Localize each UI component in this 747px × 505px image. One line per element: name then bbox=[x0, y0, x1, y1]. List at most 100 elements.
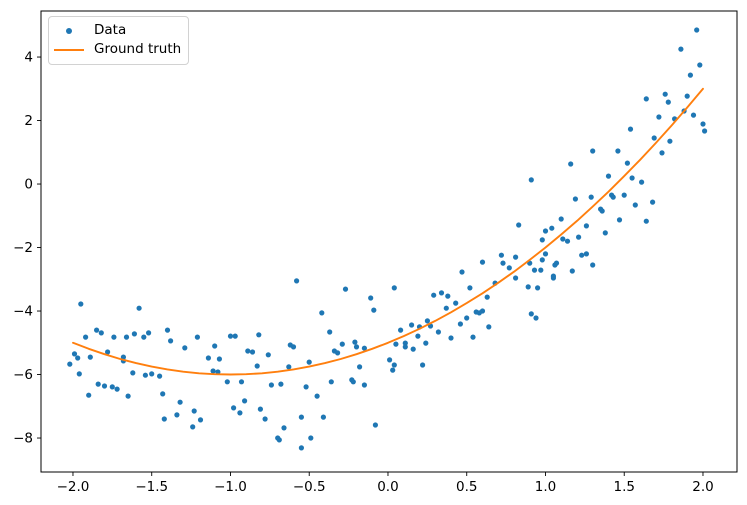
data-point bbox=[190, 424, 196, 430]
data-point bbox=[212, 343, 218, 349]
data-point bbox=[424, 318, 430, 324]
data-point bbox=[500, 260, 506, 266]
y-tick-label: −2 bbox=[13, 240, 33, 256]
x-tick-label: −2.0 bbox=[57, 479, 90, 495]
data-point bbox=[542, 251, 549, 257]
data-point bbox=[615, 148, 621, 154]
data-point bbox=[402, 340, 408, 346]
data-point bbox=[314, 393, 320, 399]
data-point bbox=[262, 416, 268, 422]
data-point bbox=[457, 321, 463, 327]
data-point bbox=[303, 384, 309, 390]
data-point bbox=[533, 315, 539, 321]
data-point bbox=[276, 437, 282, 443]
data-point bbox=[549, 225, 555, 231]
data-point bbox=[361, 345, 367, 351]
data-point bbox=[605, 173, 612, 179]
data-point bbox=[327, 329, 333, 335]
data-point bbox=[161, 416, 167, 422]
data-point bbox=[393, 341, 399, 347]
data-point bbox=[410, 346, 416, 352]
data-point bbox=[650, 199, 656, 205]
data-point bbox=[87, 354, 93, 360]
data-point bbox=[290, 344, 297, 350]
data-point bbox=[94, 327, 100, 333]
data-point bbox=[71, 351, 78, 357]
data-point bbox=[590, 262, 596, 268]
x-tick-label: 0.0 bbox=[377, 479, 398, 495]
data-point bbox=[590, 148, 596, 154]
data-point bbox=[257, 406, 263, 412]
data-point bbox=[227, 333, 234, 339]
data-point bbox=[420, 362, 426, 368]
legend-item-ground-truth: Ground truth bbox=[49, 40, 188, 59]
data-point bbox=[453, 300, 459, 306]
data-point bbox=[616, 217, 623, 223]
data-point bbox=[535, 285, 541, 291]
data-point bbox=[78, 301, 84, 307]
data-point bbox=[443, 305, 449, 311]
data-point bbox=[448, 335, 454, 341]
data-point bbox=[131, 331, 137, 337]
data-point bbox=[286, 364, 292, 370]
data-point bbox=[624, 160, 631, 166]
data-point bbox=[687, 72, 694, 78]
data-point bbox=[542, 228, 549, 234]
data-point bbox=[174, 412, 180, 418]
data-point bbox=[629, 175, 635, 181]
y-tick-label: −4 bbox=[13, 304, 33, 320]
data-point bbox=[278, 381, 284, 387]
data-point bbox=[391, 285, 397, 291]
data-point bbox=[242, 398, 248, 404]
data-point bbox=[86, 392, 92, 398]
data-point bbox=[191, 408, 197, 414]
data-point bbox=[599, 208, 605, 214]
data-point bbox=[643, 218, 649, 224]
data-point bbox=[513, 275, 519, 281]
data-point bbox=[387, 357, 393, 363]
x-tick-label: −1.5 bbox=[135, 479, 168, 495]
data-point-icon bbox=[66, 27, 72, 34]
data-point bbox=[105, 349, 111, 355]
data-point bbox=[398, 327, 404, 333]
data-point bbox=[583, 223, 590, 229]
legend-label-ground-truth: Ground truth bbox=[94, 41, 182, 57]
data-point bbox=[583, 251, 590, 257]
data-point bbox=[120, 354, 126, 360]
data-point bbox=[294, 278, 300, 284]
data-point bbox=[95, 381, 101, 387]
data-point bbox=[328, 379, 334, 385]
data-point bbox=[415, 333, 421, 339]
x-tick-label: 1.0 bbox=[535, 479, 556, 495]
data-point bbox=[67, 361, 73, 367]
y-tick-label: 0 bbox=[24, 177, 33, 193]
legend-marker-cell bbox=[54, 48, 84, 51]
data-point bbox=[368, 295, 374, 301]
data-point bbox=[560, 236, 566, 242]
data-point bbox=[111, 334, 117, 340]
data-point bbox=[697, 62, 703, 68]
data-point bbox=[528, 311, 534, 317]
data-point bbox=[335, 350, 341, 356]
data-point bbox=[391, 362, 397, 368]
data-point bbox=[431, 292, 437, 298]
data-point bbox=[353, 344, 360, 350]
data-point bbox=[550, 273, 557, 279]
data-point bbox=[409, 322, 415, 328]
data-point bbox=[136, 305, 142, 311]
data-point bbox=[249, 349, 256, 355]
data-point bbox=[651, 135, 657, 141]
data-point bbox=[245, 348, 251, 354]
data-point bbox=[438, 290, 445, 296]
data-point bbox=[576, 234, 582, 240]
data-point bbox=[210, 368, 216, 374]
x-tick-label: −1.0 bbox=[214, 479, 247, 495]
data-point bbox=[254, 363, 260, 369]
data-point bbox=[216, 356, 222, 362]
data-point bbox=[531, 267, 538, 273]
data-point bbox=[602, 230, 608, 236]
data-point bbox=[319, 310, 325, 316]
data-point bbox=[352, 339, 358, 345]
data-point bbox=[467, 285, 473, 291]
